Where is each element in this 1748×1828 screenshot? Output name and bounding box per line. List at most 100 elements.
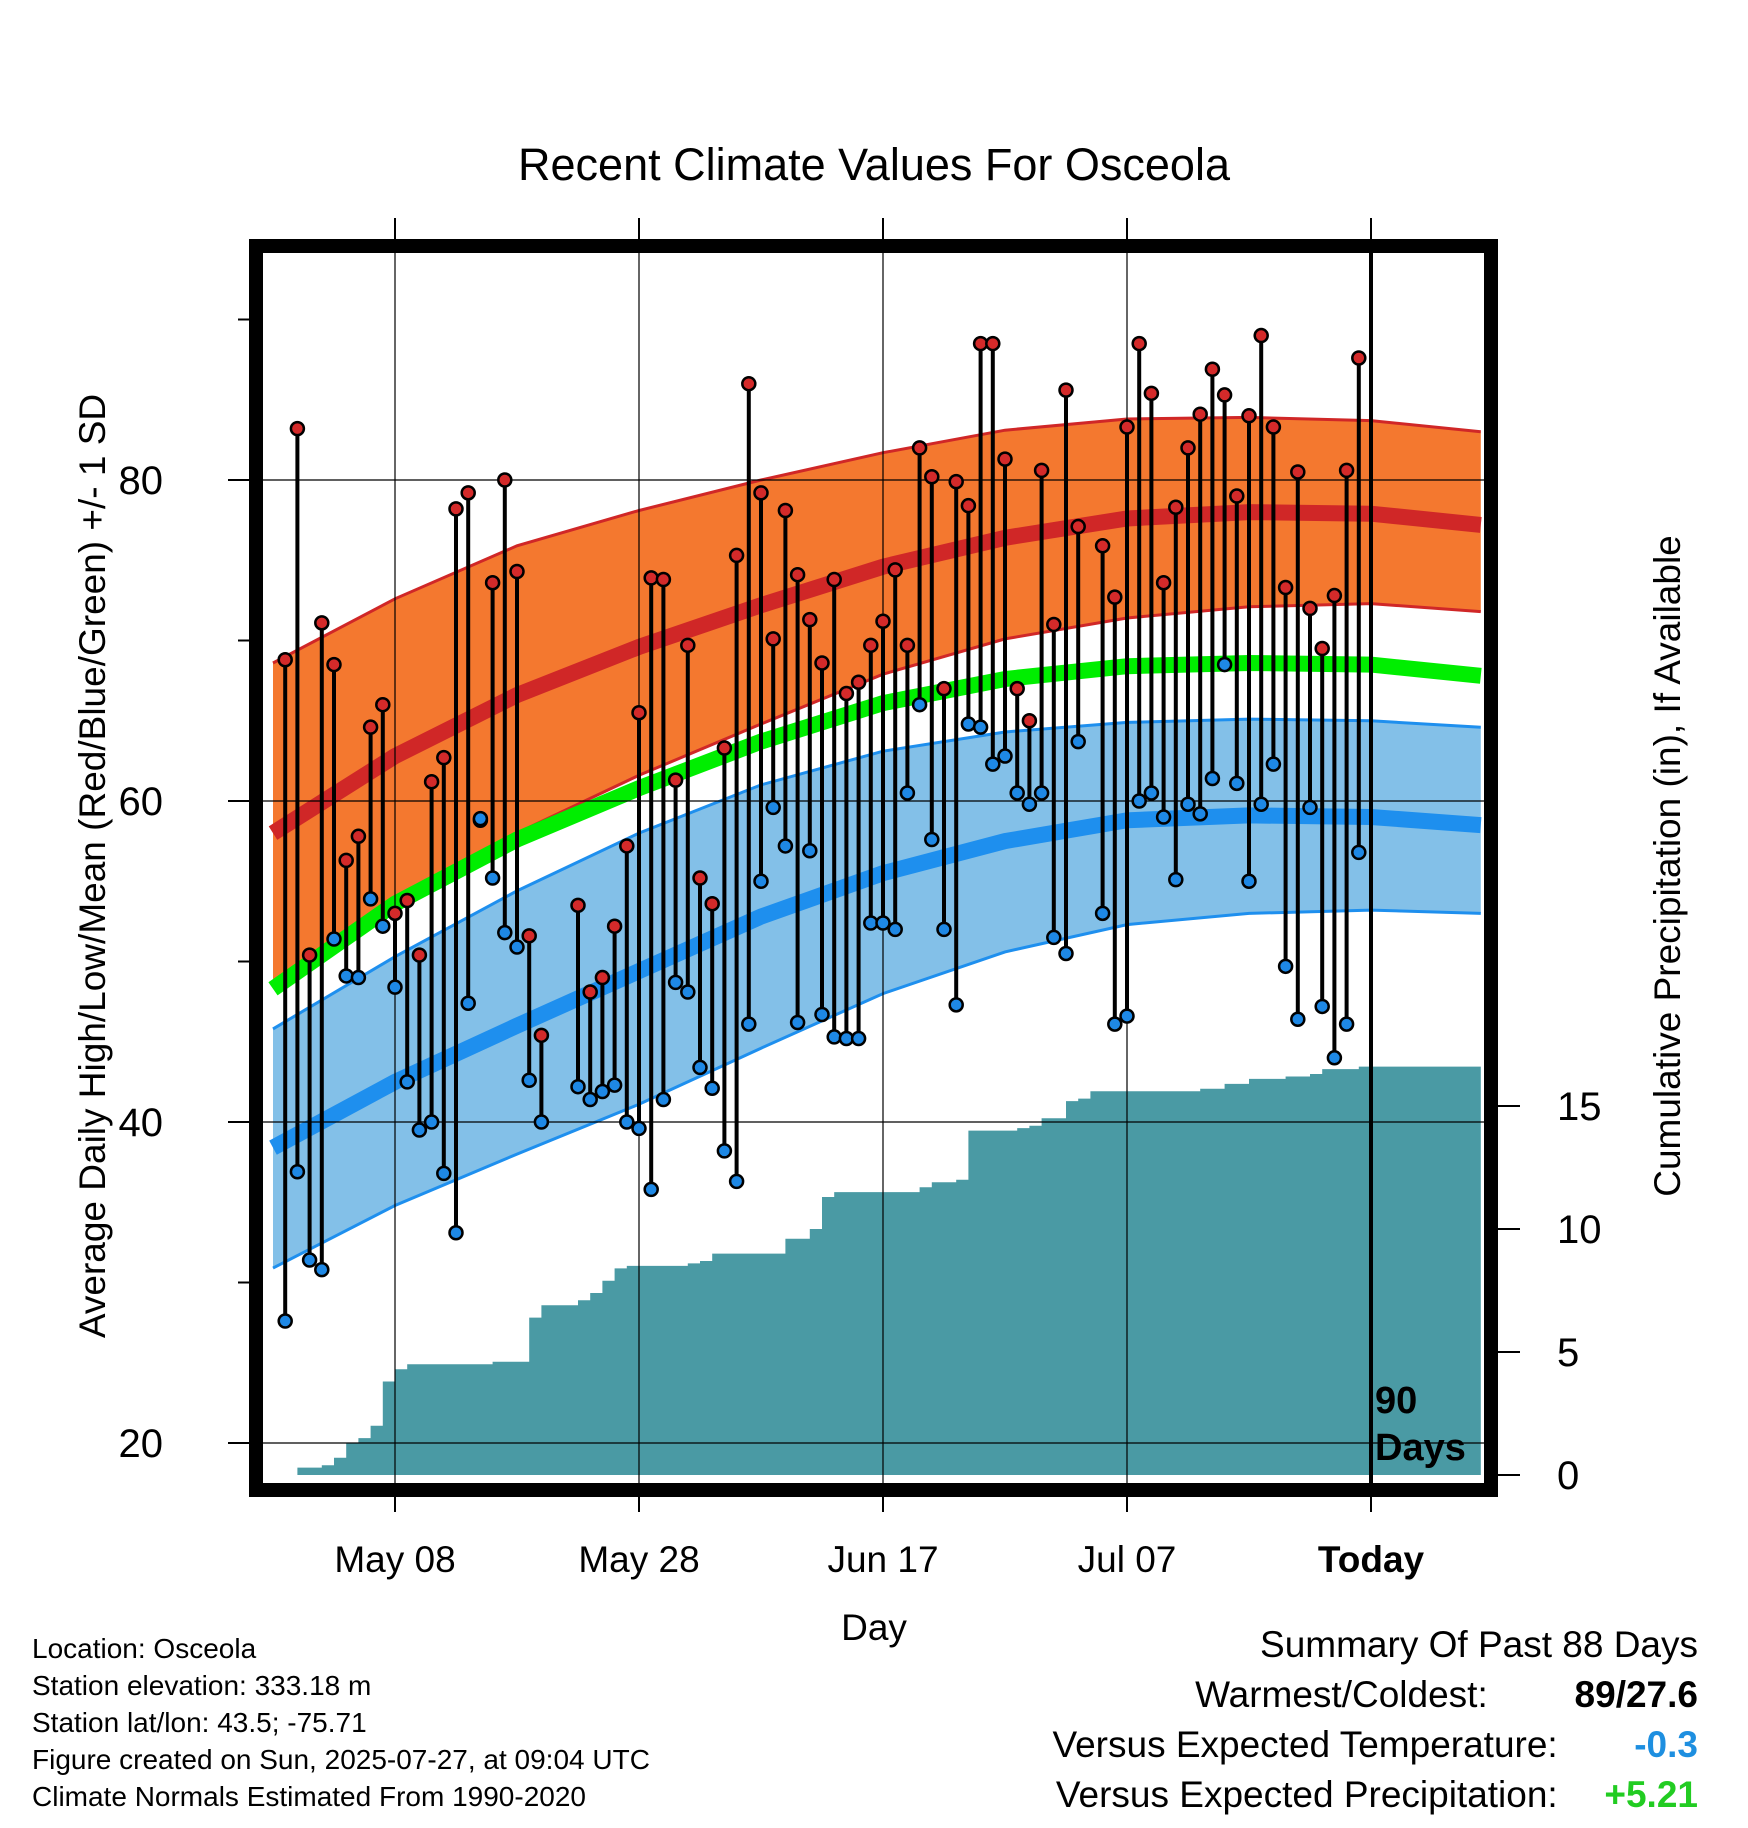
precip-label: Versus Expected Precipitation: [1055,1774,1558,1815]
daily-high-point [619,838,635,854]
daily-low-point [1302,799,1318,816]
daily-high-point [814,655,830,671]
daily-low-point [814,1006,830,1023]
daily-low-point [570,1078,586,1095]
daily-low-point [1192,806,1208,822]
daily-low-point [619,1114,635,1130]
daily-high-point [362,719,379,735]
daily-low-point [448,1224,464,1241]
daily-low-point [887,921,903,938]
daily-low-point [692,1059,708,1076]
x-tick-label: May 08 [334,1539,455,1580]
daily-high-point [1107,589,1123,605]
daily-high-point [1253,327,1269,344]
daily-low-point [643,1181,659,1198]
daily-high-point [460,485,476,501]
daily-high-point [753,485,769,501]
daily-low-point [1021,796,1038,812]
warm-cold-label: Warmest/Coldest: [1195,1674,1488,1715]
daily-low-point [375,918,391,934]
daily-high-point [1290,464,1306,480]
x-tick-label: Today [1318,1539,1425,1580]
daily-high-point [631,704,647,721]
x-tick-label: Jun 17 [827,1539,938,1580]
daily-low-point [802,843,818,859]
daily-high-point [1009,680,1025,697]
daily-low-point [606,1077,623,1093]
daily-high-point [789,566,806,583]
daily-high-point [1155,574,1172,591]
daily-high-point [826,571,842,588]
daily-high-point [911,440,928,456]
y2-tick-label: 0 [1557,1454,1579,1498]
daily-low-point [399,1074,415,1090]
daily-high-point [521,928,537,944]
daily-high-point [1192,406,1208,422]
daily-low-point [728,1173,745,1190]
summary-heading: Summary Of Past 88 Days [1260,1624,1698,1665]
daily-high-point [411,947,428,963]
x-tick-label: May 28 [578,1539,699,1580]
summary-panel: Summary Of Past 88 Days Warmest/Coldest:… [1052,1620,1698,1820]
daily-low-point [460,995,476,1011]
daily-high-point [301,947,318,963]
daily-high-point [1021,713,1038,729]
daily-high-point [838,685,855,702]
daily-low-point [1033,785,1050,801]
temp-row: Versus Expected Temperature: -0.3 [1052,1720,1698,1770]
daily-low-point [789,1014,806,1031]
daily-high-point [436,749,452,766]
daily-high-point [1241,408,1257,424]
y-axis-label: Average Daily High/Low/Mean (Red/Blue/Gr… [72,394,113,1338]
daily-high-point [1216,387,1233,403]
elevation-line: Station elevation: 333.18 m [32,1670,372,1701]
daily-high-point [1131,335,1147,352]
daily-low-point [1290,1011,1306,1028]
low-sd-band [273,719,1481,1269]
chart-title: Recent Climate Values For Osceola [518,139,1231,190]
high-sd-band [273,417,1481,984]
daily-low-point [972,719,989,735]
daily-high-point [387,905,403,922]
daily-high-point [338,852,354,869]
daily-low-point [716,1143,733,1159]
daily-high-point [1046,616,1062,633]
daily-low-point [387,979,403,995]
daily-high-point [1119,419,1135,435]
daily-low-point [753,873,769,889]
daily-low-point [1351,844,1367,861]
daily-low-point [1216,656,1233,673]
daily-high-point [948,473,964,490]
daily-high-point [1058,382,1074,398]
latlon-line: Station lat/lon: 43.5; -75.71 [32,1707,367,1738]
daily-low-point [582,1091,598,1108]
daily-low-point [1338,1016,1355,1032]
daily-high-point [667,772,684,788]
daily-low-point [497,924,513,941]
daily-low-point [362,891,379,907]
daily-low-point [1168,871,1184,888]
daily-high-point [704,895,720,912]
daily-high-point [741,375,757,392]
daily-high-point [643,570,659,586]
daily-low-point [948,997,964,1013]
precip-row: Versus Expected Precipitation: +5.21 [1052,1770,1698,1820]
daily-low-point [1119,1008,1135,1024]
temp-label: Versus Expected Temperature: [1052,1724,1558,1765]
daily-high-point [1351,350,1367,366]
daily-high-point [924,469,940,485]
daily-high-point [350,828,367,845]
daily-low-point [1058,945,1074,962]
daily-low-point [667,974,684,991]
daily-low-point [289,1164,306,1180]
daily-low-point [594,1083,611,1100]
daily-low-point [777,838,794,854]
y-tick-label: 40 [119,1101,164,1145]
daily-low-point [1155,809,1172,825]
daily-high-point [484,574,501,591]
y2-tick-label: 10 [1557,1208,1602,1252]
daily-high-point [1229,488,1245,504]
daily-low-point [1046,929,1062,946]
daily-high-point [289,420,306,437]
